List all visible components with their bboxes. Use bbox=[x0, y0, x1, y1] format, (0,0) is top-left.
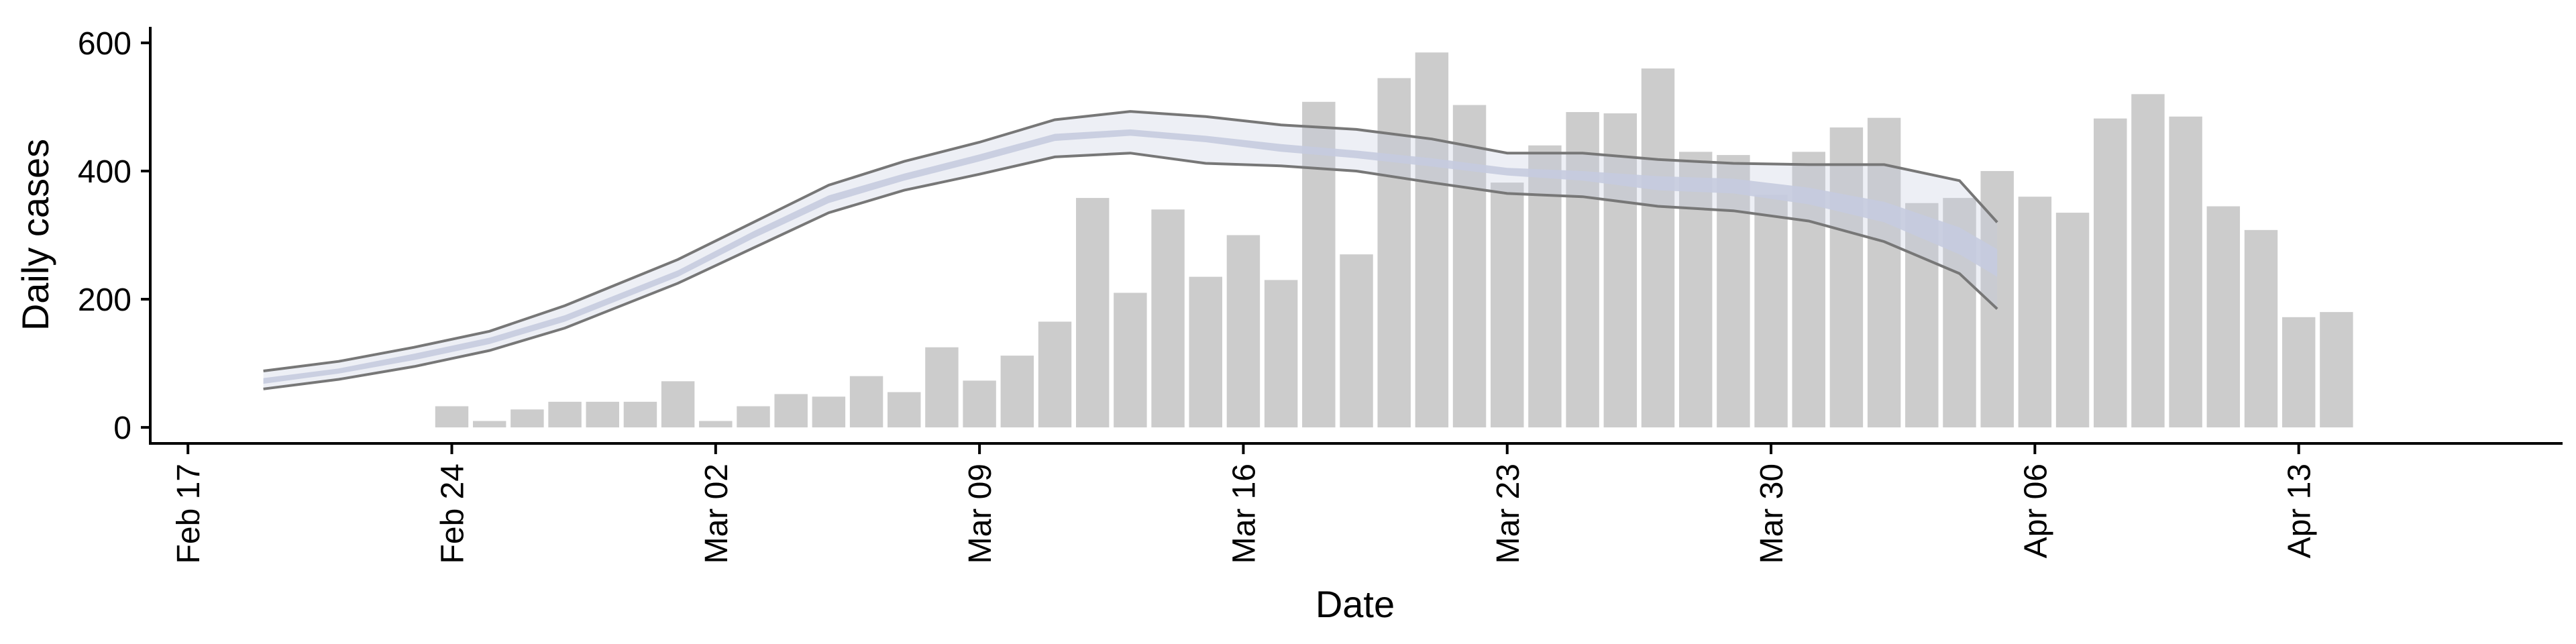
bar bbox=[812, 396, 846, 428]
bar bbox=[511, 409, 544, 428]
x-tick-label: Mar 09 bbox=[963, 464, 998, 564]
bar bbox=[1226, 235, 1260, 428]
bar bbox=[849, 376, 883, 428]
bar bbox=[2320, 312, 2353, 428]
bar bbox=[661, 381, 695, 428]
bar bbox=[435, 406, 469, 428]
bar bbox=[2244, 229, 2278, 428]
bar bbox=[472, 421, 506, 428]
bar bbox=[1377, 78, 1411, 428]
y-tick-label: 0 bbox=[113, 411, 131, 446]
x-axis-title: Date bbox=[1316, 583, 1395, 625]
x-tick-label: Mar 02 bbox=[699, 464, 735, 564]
x-tick-label: Mar 16 bbox=[1226, 464, 1262, 564]
bar bbox=[1603, 113, 1638, 428]
bar bbox=[1415, 52, 1449, 428]
x-tick-label: Apr 13 bbox=[2282, 464, 2318, 558]
bar bbox=[2131, 94, 2165, 428]
lower-bound-line bbox=[263, 152, 1998, 390]
bar bbox=[1678, 152, 1713, 428]
bar bbox=[1302, 101, 1336, 428]
x-tick-label: Apr 06 bbox=[2018, 464, 2053, 558]
bar bbox=[1452, 105, 1487, 428]
bar bbox=[1754, 195, 1788, 428]
y-ticks: 0 200 400 600 bbox=[78, 26, 150, 446]
y-tick-label: 400 bbox=[78, 154, 131, 190]
bar bbox=[963, 380, 996, 428]
y-tick-label: 600 bbox=[78, 26, 131, 62]
bar bbox=[1075, 198, 1110, 428]
bar bbox=[1566, 112, 1599, 428]
bar bbox=[1829, 127, 1864, 428]
bar bbox=[1491, 182, 1524, 428]
bar bbox=[2055, 213, 2090, 428]
bar bbox=[1528, 145, 1562, 428]
bar bbox=[888, 392, 921, 428]
x-tick-label: Feb 24 bbox=[435, 464, 471, 564]
bar bbox=[774, 394, 808, 428]
y-axis-title: Daily cases bbox=[14, 139, 56, 331]
y-tick-label: 200 bbox=[78, 282, 131, 318]
x-tick-label: Mar 23 bbox=[1491, 464, 1526, 564]
bar bbox=[1717, 155, 1750, 428]
bar bbox=[1151, 209, 1185, 428]
x-ticks: Feb 17 Feb 24 Mar 02 Mar 09 Mar 16 Mar 23 Mar … bbox=[171, 443, 2318, 564]
bar bbox=[1340, 254, 1373, 428]
bar bbox=[2094, 118, 2127, 428]
axes-layer bbox=[149, 27, 2563, 445]
bar bbox=[925, 347, 959, 428]
bar bbox=[1114, 292, 1147, 428]
bar bbox=[1264, 280, 1298, 428]
bar bbox=[2018, 197, 2052, 428]
x-tick-label: Feb 17 bbox=[171, 464, 207, 564]
bar bbox=[2169, 116, 2202, 428]
bar bbox=[699, 421, 733, 428]
bar bbox=[1867, 117, 1901, 428]
bar bbox=[1000, 356, 1034, 428]
forecast-band-layer bbox=[263, 110, 1998, 390]
bar bbox=[548, 401, 582, 428]
bar bbox=[1189, 276, 1222, 428]
bar bbox=[737, 406, 770, 428]
outer-interval-area bbox=[263, 111, 1998, 389]
bar bbox=[1038, 321, 1072, 428]
bar bbox=[586, 401, 619, 428]
bar bbox=[2206, 206, 2241, 428]
bar bbox=[623, 401, 657, 428]
x-tick-label: Mar 30 bbox=[1754, 464, 1790, 564]
bar bbox=[2282, 317, 2316, 428]
bars-layer bbox=[435, 52, 2353, 428]
upper-bound-line bbox=[263, 110, 1998, 372]
bar bbox=[1641, 68, 1675, 428]
